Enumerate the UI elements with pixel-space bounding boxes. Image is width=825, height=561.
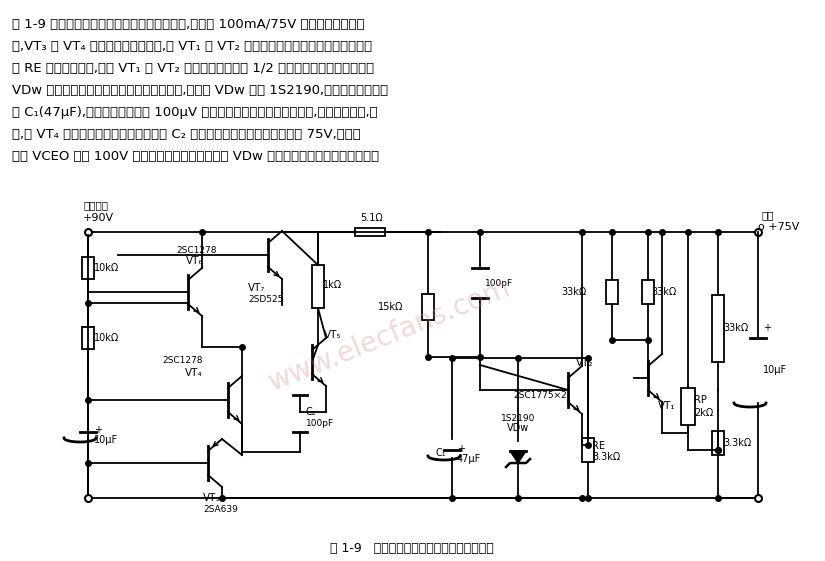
Bar [312,265,324,308]
Text: 33kΩ: 33kΩ [651,287,676,297]
Text: 图 1-9 是采用互补差动放大器的稳压电源电路,是输出 100mA/75V 的高压电源。电路: 图 1-9 是采用互补差动放大器的稳压电源电路,是输出 100mA/75V 的高… [12,18,365,31]
Bar [681,388,695,425]
Bar [82,327,94,349]
Text: 2SC1775×2: 2SC1775×2 [513,390,567,399]
Text: 1kΩ: 1kΩ [323,280,342,290]
Text: www.elecfans.com: www.elecfans.com [265,274,515,397]
Text: 47μF: 47μF [457,454,481,464]
Text: 2SD525: 2SD525 [248,295,283,304]
Text: RP: RP [694,395,707,405]
Text: VT₄: VT₄ [186,368,203,378]
Text: 3.3kΩ: 3.3kΩ [723,438,752,448]
Text: 100pF: 100pF [306,419,334,427]
Text: 阻 RE 值要这样确定,即使 VT₁ 和 VT₂ 的集电极电压接近 1/2 输出电压。基准电压稳压管: 阻 RE 值要这样确定,即使 VT₁ 和 VT₂ 的集电极电压接近 1/2 输出… [12,62,374,75]
Bar [712,295,724,362]
Text: 10μF: 10μF [763,365,787,375]
Text: 容 C₁(47μF),把输出噪声抑制在 100μV 以下。误差放大电路的增益过大,容易产生振荡,因: 容 C₁(47μF),把输出噪声抑制在 100μV 以下。误差放大电路的增益过大… [12,106,378,119]
Text: 中,VT₃ 和 VT₄ 构成互补差动放大器,把 VT₁ 和 VT₂ 的差动输出变为单端输出。发射极电: 中,VT₃ 和 VT₄ 构成互补差动放大器,把 VT₁ 和 VT₂ 的差动输出变… [12,40,372,53]
Bar [606,280,618,304]
Text: 输入电压: 输入电压 [83,200,108,210]
Text: +: + [763,323,771,333]
Text: 2SC1278: 2SC1278 [163,356,203,365]
Text: VDw 要选用稳定度高、噪声低的稳压二极管,电路中 VDw 采用 1S2190,并在其两端并联电: VDw 要选用稳定度高、噪声低的稳压二极管,电路中 VDw 采用 1S2190,… [12,84,388,97]
Text: 33kΩ: 33kΩ [723,323,748,333]
Bar [642,280,654,304]
Bar [712,431,724,455]
Text: RE: RE [592,441,605,451]
Text: 15kΩ: 15kΩ [378,302,403,312]
Text: 100pF: 100pF [485,278,513,287]
Text: 1S2190: 1S2190 [501,414,535,423]
Text: VT₂: VT₂ [576,358,593,368]
Bar [355,228,385,236]
Text: 输出: 输出 [762,210,775,220]
Bar [582,438,594,462]
Text: +: + [457,444,465,454]
Text: 2SA639: 2SA639 [203,505,238,514]
Text: 10kΩ: 10kΩ [94,333,120,343]
Text: o +75V: o +75V [758,222,799,232]
Text: C₁: C₁ [436,448,446,458]
Text: 此,在 VT₄ 的集电极与基极之间接入电容 C₂ 进行相位补偿。因输出电压高达 75V,所以要: 此,在 VT₄ 的集电极与基极之间接入电容 C₂ 进行相位补偿。因输出电压高达 … [12,128,361,141]
Text: VT₁: VT₁ [658,401,676,411]
Text: 10kΩ: 10kΩ [94,263,120,273]
Text: VT₆: VT₆ [186,256,204,266]
Text: 2kΩ: 2kΩ [694,408,714,418]
Text: 10μF: 10μF [94,435,118,445]
Text: +: + [94,425,102,435]
Text: C₂: C₂ [306,407,317,417]
Text: 3.3kΩ: 3.3kΩ [592,452,620,462]
Text: +90V: +90V [83,213,114,223]
Text: 选用 VCEO 大于 100V 的晶体管。基准电压稳压管 VDw 的地线要靠近输出侧或者加粗。: 选用 VCEO 大于 100V 的晶体管。基准电压稳压管 VDw 的地线要靠近输… [12,150,380,163]
Text: 5.1Ω: 5.1Ω [360,213,383,223]
Text: VDw: VDw [507,423,529,433]
Text: 图 1-9   采用互补差动放大器的稳压电源电路: 图 1-9 采用互补差动放大器的稳压电源电路 [330,542,494,555]
Text: VT₇: VT₇ [248,283,266,293]
Bar [422,294,434,320]
Text: 33kΩ: 33kΩ [562,287,587,297]
Bar [82,257,94,279]
Text: VT₃: VT₃ [203,493,220,503]
Polygon shape [510,451,526,463]
Text: 2SC1278: 2SC1278 [176,246,216,255]
Text: VT₅: VT₅ [324,330,342,340]
